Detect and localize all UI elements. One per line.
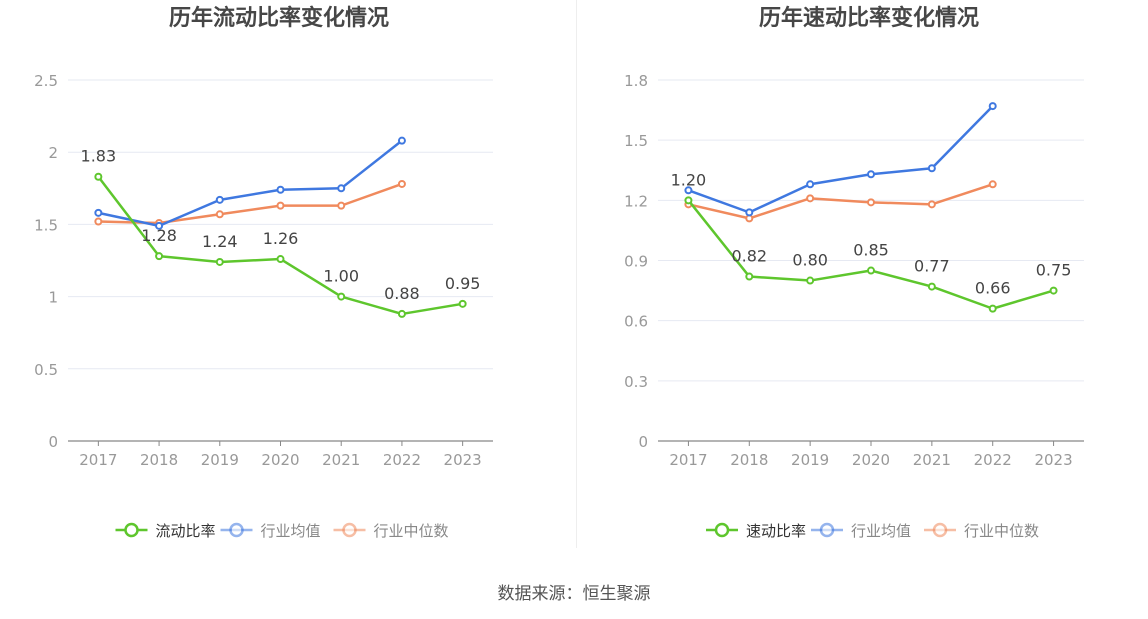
chart-2: 历年速动比率变化情况 0 0.3 0.6 0.9 1.2 1.5 1.8 2017 2018 201… — [624, 5, 1084, 540]
data-point — [215, 195, 224, 204]
data-point — [94, 172, 103, 181]
data-source-text: 数据来源：恒生聚源 — [497, 584, 651, 604]
data-point — [806, 180, 815, 189]
legend-marker — [229, 522, 244, 538]
y-tick-label: 1.8 — [624, 72, 648, 90]
x-tick-label: 2019 — [791, 451, 829, 469]
data-point — [806, 194, 815, 203]
legend-label: 流动比率 — [156, 522, 216, 540]
x-tick-label: 2020 — [852, 451, 890, 469]
x-tick-label: 2023 — [444, 451, 482, 469]
legend-label: 行业均值 — [261, 522, 321, 540]
data-label: 1.28 — [141, 226, 177, 245]
data-point — [867, 170, 875, 179]
legend-marker — [124, 522, 139, 538]
data-point — [94, 217, 103, 226]
x-tick-label: 2022 — [383, 451, 421, 469]
legend-marker — [714, 522, 730, 538]
data-point — [397, 309, 406, 318]
data-label: 0.66 — [975, 279, 1011, 298]
data-point — [397, 179, 406, 188]
legend-label: 行业中位数 — [964, 522, 1039, 540]
data-point — [276, 255, 285, 264]
data-label: 0.95 — [445, 274, 481, 293]
x-tick-label: 2023 — [1034, 451, 1072, 469]
data-point — [337, 201, 346, 210]
data-label: 1.83 — [81, 147, 117, 166]
data-label: 0.80 — [792, 251, 828, 270]
y-tick-label: 0.6 — [624, 313, 648, 331]
y-tick-label: 0.3 — [624, 373, 648, 391]
data-point — [927, 200, 936, 209]
series-line-2 — [98, 139, 403, 228]
data-point — [988, 102, 997, 111]
y-tick-label: 0.5 — [34, 361, 58, 379]
series-line-3 — [98, 182, 403, 225]
legend-label: 行业中位数 — [374, 522, 449, 540]
data-point — [745, 208, 754, 217]
y-tick-label: 0 — [638, 433, 648, 451]
chart-divider — [576, 0, 577, 548]
data-label: 1.00 — [323, 267, 359, 286]
data-label: 1.26 — [263, 229, 299, 248]
data-point — [337, 184, 346, 193]
series-line-3 — [688, 183, 994, 220]
data-point — [927, 164, 936, 173]
y-tick-label: 1.5 — [34, 216, 58, 234]
data-point — [215, 210, 224, 219]
legend-label: 行业均值 — [851, 522, 911, 540]
data-label: 0.75 — [1036, 261, 1072, 280]
data-point — [215, 257, 224, 266]
x-tick-label: 2019 — [201, 451, 239, 469]
x-tick-label: 2022 — [974, 451, 1012, 469]
data-point — [458, 299, 467, 308]
chart-title: 历年流动比率变化情况 — [169, 5, 389, 31]
data-point — [337, 292, 346, 301]
data-label: 0.85 — [853, 241, 889, 260]
data-point — [806, 276, 815, 285]
y-tick-label: 0.9 — [624, 253, 648, 271]
x-tick-label: 2021 — [322, 451, 360, 469]
data-label: 1.24 — [202, 232, 238, 251]
x-tick-label: 2021 — [913, 451, 951, 469]
y-tick-label: 1.2 — [624, 192, 648, 210]
data-point — [988, 304, 997, 313]
x-tick-label: 2018 — [730, 451, 768, 469]
chart-1: 历年流动比率变化情况 0 0.5 1 1.5 2 2.5 2017 2018 2019 2020 20… — [34, 5, 493, 540]
x-tick-label: 2018 — [140, 451, 178, 469]
data-point — [397, 136, 406, 145]
data-label: 0.77 — [914, 257, 950, 276]
y-tick-label: 2 — [48, 144, 58, 162]
data-point — [867, 266, 875, 275]
x-tick-label: 2020 — [261, 451, 299, 469]
data-point — [276, 185, 285, 194]
data-point — [155, 221, 164, 230]
data-point — [745, 272, 754, 281]
y-tick-label: 1.5 — [624, 132, 648, 150]
data-point — [94, 208, 103, 217]
data-point — [155, 252, 164, 261]
legend-marker — [932, 522, 948, 538]
chart-title: 历年速动比率变化情况 — [759, 5, 979, 31]
series-line-2 — [688, 105, 994, 214]
x-tick-label: 2017 — [669, 451, 707, 469]
legend-label: 速动比率 — [746, 522, 806, 540]
data-label: 1.20 — [671, 170, 707, 189]
data-label: 0.82 — [731, 247, 767, 266]
y-tick-label: 1 — [48, 289, 58, 307]
y-tick-label: 0 — [48, 433, 58, 451]
data-point — [927, 282, 936, 291]
data-point — [684, 186, 693, 195]
data-point — [1049, 286, 1058, 295]
data-point — [276, 201, 285, 210]
data-point — [867, 198, 875, 207]
data-point — [988, 180, 997, 189]
legend-marker — [819, 522, 835, 538]
y-tick-label: 2.5 — [34, 72, 58, 90]
x-tick-label: 2017 — [79, 451, 117, 469]
legend-marker — [342, 522, 357, 538]
data-point — [684, 196, 693, 205]
data-label: 0.88 — [384, 284, 420, 303]
